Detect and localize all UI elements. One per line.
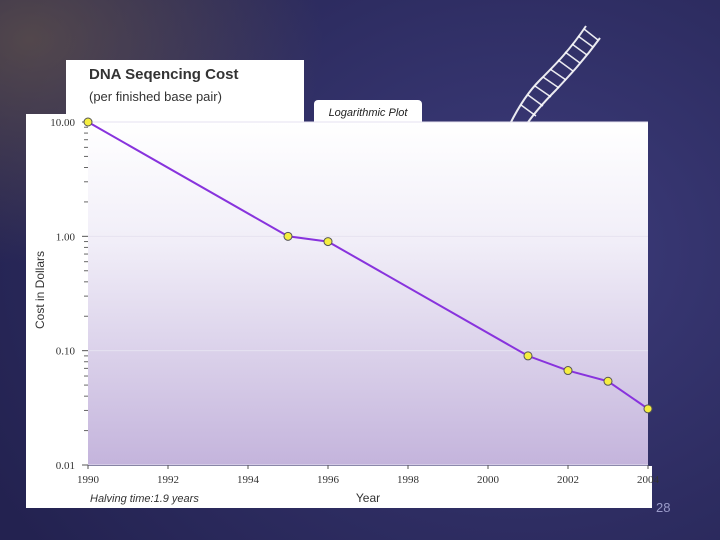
x-tick-label: 2004 bbox=[637, 474, 660, 486]
axis-panel-bottom bbox=[26, 466, 652, 508]
x-tick-labels: 1990 1992 1994 1996 1998 2000 2002 2004 bbox=[77, 465, 660, 486]
y-tick-label: 0.10 bbox=[56, 346, 76, 358]
data-point bbox=[83, 117, 93, 127]
data-point bbox=[283, 231, 293, 241]
dna-helix-graphic bbox=[509, 25, 601, 129]
x-tick-label: 1990 bbox=[77, 474, 100, 486]
x-tick-label: 1994 bbox=[237, 474, 260, 486]
slide-number: 28 bbox=[656, 500, 671, 515]
y-tick-labels: 10.00 1.00 0.10 0.01 bbox=[50, 117, 88, 472]
y-tick-label: 1.00 bbox=[56, 231, 76, 243]
x-tick-label: 2002 bbox=[557, 474, 579, 486]
data-point bbox=[523, 351, 533, 361]
data-markers bbox=[83, 117, 653, 414]
plot-area bbox=[88, 122, 648, 465]
halving-time-note: Halving time:1.9 years bbox=[90, 493, 199, 505]
data-point bbox=[643, 404, 653, 414]
y-minor-ticks bbox=[84, 126, 88, 432]
title-panel bbox=[66, 60, 304, 124]
x-tick-label: 1992 bbox=[157, 474, 179, 486]
data-point bbox=[603, 376, 613, 386]
x-tick-label: 1998 bbox=[397, 474, 420, 486]
data-point bbox=[563, 366, 573, 376]
y-tick-label: 10.00 bbox=[50, 117, 75, 129]
chart-subtitle: (per finished base pair) bbox=[89, 89, 222, 104]
axis-panel-left bbox=[26, 114, 88, 506]
x-tick-label: 2000 bbox=[477, 474, 500, 486]
x-tick-label: 1996 bbox=[317, 474, 340, 486]
data-point bbox=[323, 237, 333, 247]
gridlines bbox=[88, 121, 648, 466]
chart-title: DNA Seqencing Cost bbox=[89, 66, 239, 83]
y-tick-label: 0.01 bbox=[56, 460, 75, 472]
x-axis-label: Year bbox=[356, 491, 380, 505]
y-axis-label: Cost in Dollars bbox=[33, 251, 47, 329]
